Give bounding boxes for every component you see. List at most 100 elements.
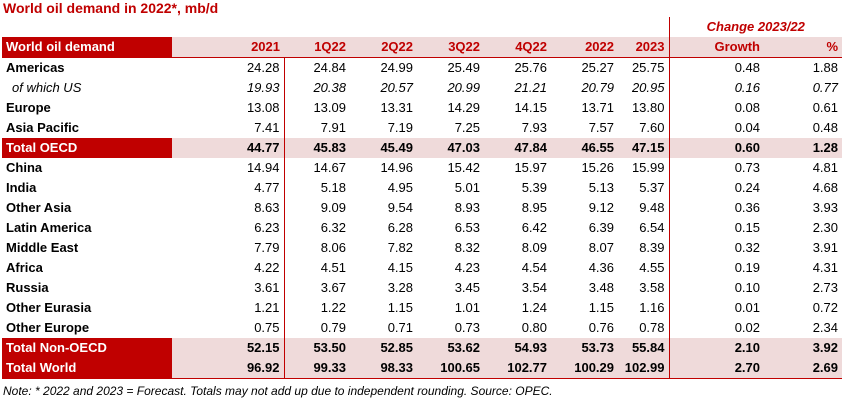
table-cell: 3.54 bbox=[521, 280, 547, 295]
table-cell: 0.02 bbox=[734, 320, 760, 335]
table-cell: 6.28 bbox=[387, 220, 413, 235]
table-cell: 2.10 bbox=[669, 338, 764, 358]
table-cell: 4.68 bbox=[812, 180, 838, 195]
table-cell: 9.48 bbox=[618, 198, 670, 218]
table-cell: 13.08 bbox=[172, 98, 285, 118]
table-cell: 4.77 bbox=[172, 178, 285, 198]
column-header: 2Q22 bbox=[350, 37, 417, 58]
row-label: Russia bbox=[6, 280, 49, 295]
table-row: Other Eurasia 1.21 1.22 1.15 1.01 1.24 1.15 1.1… bbox=[2, 298, 842, 318]
table-cell: 3.58 bbox=[618, 278, 670, 298]
table-cell: 55.84 bbox=[618, 338, 670, 358]
table-cell: 4.81 bbox=[812, 160, 838, 175]
table-cell: 1.21 bbox=[172, 298, 285, 318]
table-row: Americas 24.28 24.84 24.99 25.49 25.76 25.27 25… bbox=[2, 57, 842, 78]
table-cell: 14.96 bbox=[380, 160, 413, 175]
table-cell: 102.99 bbox=[618, 358, 670, 379]
table-row: Russia 3.61 3.67 3.28 3.45 3.54 3.48 3.58 0.10 2.… bbox=[2, 278, 842, 298]
column-header: 2021 bbox=[172, 37, 284, 58]
table-cell: 7.25 bbox=[454, 120, 480, 135]
table-row: of which US 19.93 20.38 20.57 20.99 21.21 20.7… bbox=[2, 78, 842, 98]
table-cell: 3.28 bbox=[387, 280, 413, 295]
change-header: Change 2023/22 bbox=[668, 17, 842, 37]
table-cell: 20.95 bbox=[618, 78, 670, 98]
table-cell: 7.82 bbox=[387, 240, 413, 255]
table-cell: 47.15 bbox=[618, 138, 670, 158]
table-cell: 0.80 bbox=[521, 320, 547, 335]
table-cell: 1.16 bbox=[618, 298, 670, 318]
table-cell: 0.16 bbox=[734, 80, 760, 95]
table-cell: 25.75 bbox=[618, 57, 670, 78]
table-row: China 14.94 14.67 14.96 15.42 15.97 15.26 15.99… bbox=[2, 158, 842, 178]
table-cell: 9.09 bbox=[320, 200, 346, 215]
table-cell: 7.19 bbox=[387, 120, 413, 135]
table-cell: 4.36 bbox=[588, 260, 614, 275]
table-cell: 14.29 bbox=[447, 100, 480, 115]
row-label: Total World bbox=[2, 358, 172, 379]
table-row: Other Asia 8.63 9.09 9.54 8.93 8.95 9.12 9.48 0.… bbox=[2, 198, 842, 218]
row-label: Other Eurasia bbox=[6, 300, 92, 315]
header-top-row: Change 2023/22 bbox=[2, 17, 842, 37]
table-cell: 45.49 bbox=[350, 138, 417, 158]
table-cell: 0.10 bbox=[734, 280, 760, 295]
table-cell: 4.55 bbox=[618, 258, 670, 278]
row-label: Total Non-OECD bbox=[2, 338, 172, 358]
table-cell: 0.48 bbox=[669, 57, 764, 78]
table-cell: 25.27 bbox=[551, 57, 618, 78]
table-cell: 14.67 bbox=[313, 160, 346, 175]
table-cell: 13.31 bbox=[380, 100, 413, 115]
table-cell: 7.91 bbox=[320, 120, 346, 135]
table-cell: 1.22 bbox=[320, 300, 346, 315]
row-label: China bbox=[6, 160, 43, 175]
table-cell: 24.84 bbox=[284, 57, 350, 78]
table-cell: 0.61 bbox=[812, 100, 838, 115]
table-cell: 0.75 bbox=[172, 318, 285, 338]
table-cell: 6.53 bbox=[454, 220, 480, 235]
table-cell: 0.36 bbox=[734, 200, 760, 215]
table-cell: 1.01 bbox=[454, 300, 480, 315]
table-row: Total OECD 44.77 45.83 45.49 47.03 47.84 46.55… bbox=[2, 138, 842, 158]
table-cell: 0.78 bbox=[618, 318, 670, 338]
table-cell: 2.69 bbox=[764, 358, 842, 379]
table-cell: 7.60 bbox=[618, 118, 670, 138]
table-cell: 3.91 bbox=[812, 240, 838, 255]
table-cell: 20.57 bbox=[380, 80, 413, 95]
table-cell: 6.42 bbox=[521, 220, 547, 235]
table-cell: 4.31 bbox=[812, 260, 838, 275]
table-row: Europe 13.08 13.09 13.31 14.29 14.15 13.71 13.8… bbox=[2, 98, 842, 118]
table-cell: 3.92 bbox=[764, 338, 842, 358]
table-cell: 0.72 bbox=[812, 300, 838, 315]
column-header: 1Q22 bbox=[284, 37, 350, 58]
table-cell: 24.28 bbox=[172, 57, 285, 78]
table-cell: 9.54 bbox=[387, 200, 413, 215]
table-cell: 1.88 bbox=[764, 57, 842, 78]
table-cell: 5.37 bbox=[618, 178, 670, 198]
table-cell: 15.26 bbox=[581, 160, 614, 175]
table-cell: 96.92 bbox=[172, 358, 285, 379]
table-cell: 102.77 bbox=[484, 358, 551, 379]
table-cell: 0.24 bbox=[734, 180, 760, 195]
table-cell: 0.32 bbox=[734, 240, 760, 255]
row-label: Other Asia bbox=[6, 200, 72, 215]
table-cell: 8.93 bbox=[454, 200, 480, 215]
table-cell: 8.63 bbox=[172, 198, 285, 218]
table-cell: 20.99 bbox=[447, 80, 480, 95]
table-cell: 14.94 bbox=[172, 158, 285, 178]
table-cell: 4.15 bbox=[387, 260, 413, 275]
table-cell: 0.60 bbox=[669, 138, 764, 158]
table-cell: 15.97 bbox=[514, 160, 547, 175]
table-cell: 1.15 bbox=[588, 300, 614, 315]
table-cell: 20.38 bbox=[313, 80, 346, 95]
table-cell: 2.70 bbox=[669, 358, 764, 379]
table-cell: 0.19 bbox=[734, 260, 760, 275]
table-cell: 0.79 bbox=[320, 320, 346, 335]
table-cell: 13.71 bbox=[581, 100, 614, 115]
table-cell: 0.08 bbox=[734, 100, 760, 115]
table-cell: 21.21 bbox=[514, 80, 547, 95]
row-label: of which US bbox=[12, 80, 82, 95]
table-cell: 4.95 bbox=[387, 180, 413, 195]
table-cell: 1.15 bbox=[387, 300, 413, 315]
table-cell: 6.23 bbox=[172, 218, 285, 238]
table-cell: 53.73 bbox=[551, 338, 618, 358]
table-cell: 4.51 bbox=[320, 260, 346, 275]
